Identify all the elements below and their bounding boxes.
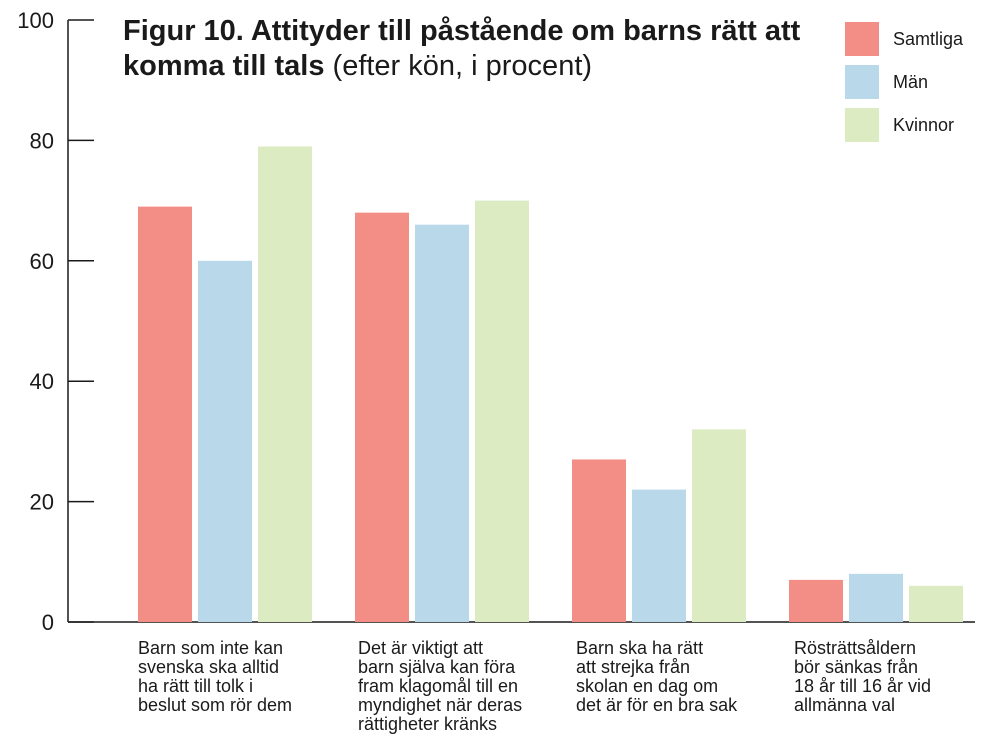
y-tick-label: 80 bbox=[30, 128, 54, 153]
y-tick-label: 60 bbox=[30, 249, 54, 274]
x-category-label-line: Det är viktigt att bbox=[358, 638, 484, 658]
x-category-label-line: beslut som rör dem bbox=[138, 695, 293, 715]
x-category-label-line: ha rätt till tolk i bbox=[138, 676, 254, 696]
legend-swatch bbox=[845, 65, 879, 99]
bar-samtliga-2 bbox=[355, 212, 409, 622]
x-category-label-line: barn själva kan föra bbox=[358, 657, 516, 677]
bar-män-3 bbox=[632, 489, 686, 622]
x-category-label-line: Rösträttsåldern bbox=[794, 638, 917, 658]
x-category-label-line: 18 år till 16 år vid bbox=[794, 676, 932, 696]
x-category-label: Rösträttsåldern bör sänkas från 18 år till… bbox=[794, 639, 994, 715]
legend-label: Kvinnor bbox=[893, 114, 955, 135]
y-tick-label: 40 bbox=[30, 369, 54, 394]
x-category-label: Barn ska ha rätt att strejka från skolan e… bbox=[576, 639, 776, 715]
x-category-label-line: svenska ska alltid bbox=[138, 657, 280, 677]
legend-item: Samtliga bbox=[845, 22, 963, 56]
bar-män-2 bbox=[415, 224, 469, 622]
bar-samtliga-3 bbox=[572, 459, 626, 622]
bar-samtliga-4 bbox=[789, 579, 843, 622]
bar-kvinnor-1 bbox=[258, 146, 312, 623]
x-category-label: Det är viktigt att barn själva kan föra fr… bbox=[358, 639, 558, 734]
legend-item: Kvinnor bbox=[845, 108, 963, 142]
legend-swatch bbox=[845, 108, 879, 142]
bar-män-1 bbox=[198, 260, 252, 622]
y-tick-label: 20 bbox=[30, 490, 54, 515]
x-category-label-line: bör sänkas från bbox=[794, 657, 919, 677]
legend-item: Män bbox=[845, 65, 963, 99]
x-category-label-line: att strejka från bbox=[576, 657, 691, 677]
chart-title-main: Figur 10. Attityder till påstående om ba… bbox=[123, 15, 801, 82]
legend-label: Samtliga bbox=[893, 28, 964, 49]
bars bbox=[138, 146, 963, 623]
x-category-label-line: myndighet när deras bbox=[358, 695, 523, 715]
legend-swatch bbox=[845, 22, 879, 56]
bar-samtliga-1 bbox=[138, 206, 192, 622]
x-category-label-line: det är för en bra sak bbox=[576, 695, 738, 715]
x-category-label-line: Barn ska ha rätt bbox=[576, 638, 704, 658]
y-tick-label: 0 bbox=[42, 610, 54, 635]
y-tick-labels: 0 20 40 60 80 100 bbox=[17, 8, 54, 635]
x-category-label-line: Barn som inte kan bbox=[138, 638, 284, 658]
x-category-label-line: fram klagomål till en bbox=[358, 676, 519, 696]
x-category-label-line: allmänna val bbox=[794, 695, 896, 715]
chart-title: Figur 10. Attityder till påstående om ba… bbox=[123, 14, 823, 84]
x-category-label-line: skolan en dag om bbox=[576, 676, 719, 696]
y-tick-label: 100 bbox=[17, 8, 54, 33]
bar-män-4 bbox=[849, 573, 903, 622]
legend: Samtliga Män Kvinnor bbox=[845, 22, 963, 151]
chart-subtitle: (efter kön, i procent) bbox=[332, 50, 593, 82]
legend-label: Män bbox=[893, 71, 929, 92]
bar-kvinnor-4 bbox=[909, 585, 963, 622]
bar-kvinnor-3 bbox=[692, 429, 746, 622]
bar-kvinnor-2 bbox=[475, 200, 529, 622]
x-category-label-line: rättigheter kränks bbox=[358, 714, 498, 734]
x-category-label: Barn som inte kan svenska ska alltid ha rä… bbox=[138, 639, 338, 715]
